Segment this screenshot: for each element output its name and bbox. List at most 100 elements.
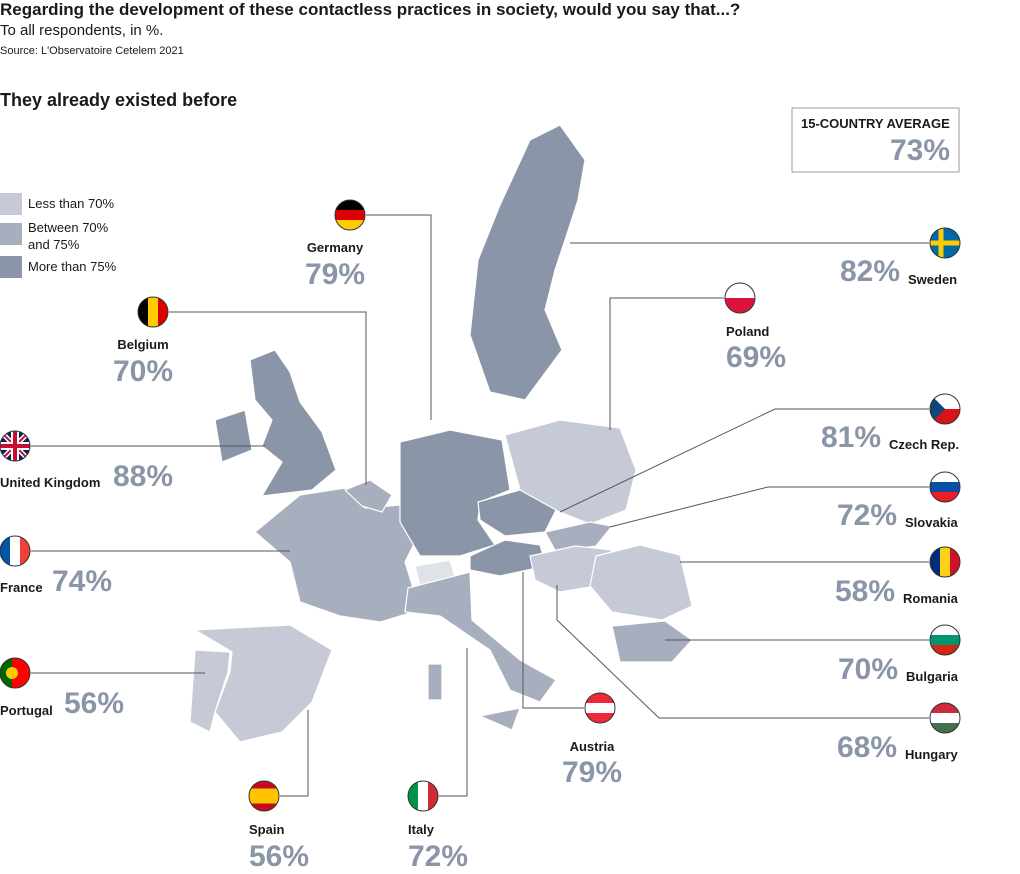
country-name: Belgium xyxy=(117,337,169,352)
country-value: 70% xyxy=(112,355,174,388)
flag-stripe xyxy=(158,297,168,327)
spain-shape xyxy=(192,624,333,743)
flag xyxy=(585,693,615,723)
flag xyxy=(0,658,30,688)
flag-stripe xyxy=(930,492,960,502)
country-name: Slovakia xyxy=(905,515,958,530)
flag xyxy=(930,625,960,655)
flag-outline xyxy=(0,430,31,462)
flag-stripe xyxy=(930,482,960,493)
country-value: 58% xyxy=(834,575,895,608)
flag-cross xyxy=(0,431,30,461)
flag-stripe xyxy=(950,547,960,577)
flag-outline xyxy=(929,471,961,503)
flag xyxy=(930,472,960,502)
leader-line xyxy=(609,486,929,528)
portugal-shape xyxy=(189,649,231,733)
flag-stripe xyxy=(249,788,279,797)
romania-shape xyxy=(589,544,693,621)
flag xyxy=(335,200,365,230)
country-name: Portugal xyxy=(0,703,53,718)
flag-stripe xyxy=(249,803,279,811)
flag xyxy=(0,536,30,566)
leader-lines xyxy=(31,214,929,797)
subtitle: To all respondents, in %. xyxy=(0,22,164,39)
average-value: 73% xyxy=(889,134,950,167)
average-label: 15-COUNTRY AVERAGE xyxy=(801,116,950,131)
flag xyxy=(0,431,30,461)
flag-outline xyxy=(929,393,961,425)
sicily-shape xyxy=(478,707,521,731)
flag-stripe xyxy=(138,297,149,327)
flag-outline xyxy=(929,227,961,259)
flag-stripe xyxy=(335,200,365,211)
flag-triangle xyxy=(930,394,945,424)
leader-line xyxy=(556,585,929,719)
legend-swatch xyxy=(0,223,22,245)
flag-stripe xyxy=(335,220,365,230)
flag-cross xyxy=(930,228,960,258)
flag-outline xyxy=(724,282,756,314)
flag-stripe xyxy=(249,781,279,789)
leader-line xyxy=(559,408,929,513)
uk-shape xyxy=(249,349,337,497)
germany-shape xyxy=(399,429,511,557)
country-name: Germany xyxy=(306,240,364,255)
country-value: 69% xyxy=(726,341,787,374)
flag-outline xyxy=(929,624,961,656)
flag-stripe xyxy=(20,536,30,566)
legend-swatch xyxy=(0,256,22,278)
legend-swatch xyxy=(0,193,22,215)
flag xyxy=(725,283,755,313)
flag-stripe xyxy=(408,781,419,811)
country-value: 82% xyxy=(839,255,900,288)
flag-outline xyxy=(137,296,169,328)
country-value: 72% xyxy=(836,499,897,532)
country-name: Sweden xyxy=(908,272,958,287)
country-name: Austria xyxy=(569,739,615,754)
flag-stripe xyxy=(725,298,755,313)
leader-line xyxy=(522,572,584,709)
flag-stripe xyxy=(335,210,365,221)
country-name: France xyxy=(0,580,43,595)
legend-label: Less than 70% xyxy=(28,196,115,211)
flag xyxy=(249,781,279,811)
flag-stripe xyxy=(930,547,941,577)
flag-stripe xyxy=(725,283,755,299)
flag-stripe xyxy=(585,703,615,714)
flag xyxy=(138,297,168,327)
flag xyxy=(930,547,960,577)
country-value: 68% xyxy=(836,731,897,764)
sweden-shape xyxy=(469,124,586,401)
flag-stripe xyxy=(428,781,438,811)
flag-outline xyxy=(0,657,31,689)
flag-outline xyxy=(929,546,961,578)
leader-line xyxy=(366,214,432,420)
country-name: Spain xyxy=(249,822,285,837)
country-value: 56% xyxy=(64,687,125,720)
flag-outline xyxy=(584,692,616,724)
flag-outline xyxy=(929,702,961,734)
countries xyxy=(189,124,693,743)
country-value: 72% xyxy=(408,840,469,873)
country-name: Hungary xyxy=(905,747,958,762)
flag-stripe xyxy=(0,536,11,566)
flag-stripe xyxy=(930,472,960,483)
flag-stripe xyxy=(930,625,960,636)
flag-stripe xyxy=(940,547,951,577)
france-shape xyxy=(254,487,421,623)
flag xyxy=(930,228,960,258)
flag xyxy=(930,394,960,424)
flag-stripe xyxy=(249,796,279,804)
country-value: 81% xyxy=(820,421,881,454)
country-value: 56% xyxy=(249,840,310,873)
italy-shape xyxy=(404,571,557,703)
source: Source: L'Observatoire Cetelem 2021 xyxy=(0,45,184,57)
bulgaria-shape xyxy=(611,620,693,663)
flag-outline xyxy=(248,780,280,812)
flag-stripe xyxy=(930,723,960,733)
leader-line xyxy=(609,297,724,430)
flag-stripe xyxy=(930,713,960,724)
slovakia-shape xyxy=(544,521,614,553)
